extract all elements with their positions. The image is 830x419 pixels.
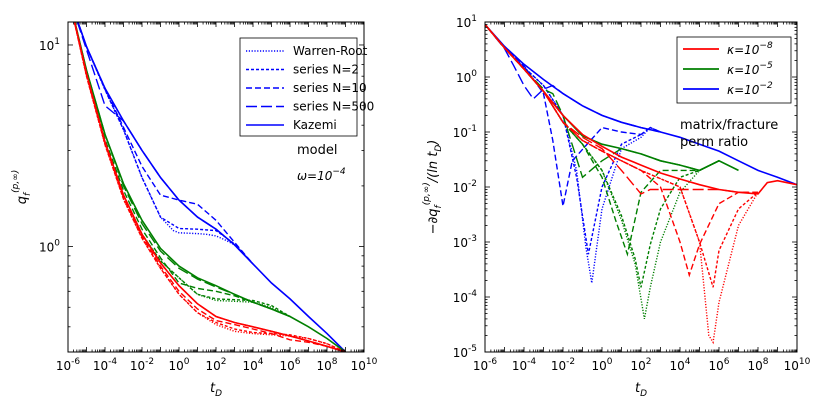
series-line-blue-series-n10 [485,24,661,207]
series-line-red-series-n2 [485,24,759,288]
legend-label: Kazemi [293,118,337,132]
legend-box [239,37,358,137]
y-tick-label: 10-5 [453,344,477,360]
annotation-model: model [297,143,337,158]
annotation-perm-ratio: perm ratio [680,135,748,150]
x-tick-label: 104 [242,357,263,373]
series-line-green-series-n500 [74,22,291,318]
series-group [73,22,347,352]
x-tick-label: 10-4 [512,357,537,373]
x-tick-label: 10-6 [473,357,498,373]
legend-right: κ=10−8 κ=10−5 κ=10−2 [676,36,792,104]
series-group [485,23,797,345]
x-tick-label: 106 [708,357,729,373]
series-line-blue-series-n2 [77,22,254,265]
x-tick-label: 10-6 [56,357,81,373]
series-line-blue-series-n2 [485,24,661,255]
x-tick-label: 100 [591,357,612,373]
y-axis-label-right: −∂qf(p,∞)/(ln tD) [422,140,444,235]
series-line-green-series-n2 [485,24,720,288]
legend-label: Warren-Root [293,44,368,58]
series-line-blue-warren-root [77,22,254,265]
x-tick-label: 10-4 [93,357,118,373]
legend-label: κ=10−5 [727,61,773,77]
y-tick-label: 10-1 [453,124,477,140]
annotation-omega: ω=10−4 [297,167,346,183]
series-line-blue-warren-root [485,24,661,284]
legend-label: κ=10−8 [727,41,773,57]
legend-box [676,36,792,104]
annotation-matrix-fracture: matrix/fracture [680,118,778,133]
y-tick-label: 10-4 [453,289,478,305]
x-tick-label: 10-2 [130,357,154,373]
legend-left: Warren-Root series N=2 series N=10 series N… [239,37,374,137]
x-tick-label: 1010 [351,357,378,373]
x-tick-label: 1010 [784,357,811,373]
y-tick-label: 101 [39,37,60,53]
series-line-red-series-n2 [73,22,346,352]
series-line-blue-series-n500 [485,24,661,133]
y-tick-label: 10-2 [453,179,477,195]
series-line-red-series-n500 [73,22,346,352]
x-tick-label: 102 [205,357,226,373]
y-axis-label-left: qf(p,∞) [11,170,33,205]
x-tick-label: 106 [279,357,300,373]
series-line-blue-series-n500 [76,22,254,265]
y-tick-label: 100 [456,69,477,85]
x-tick-label: 100 [168,357,189,373]
series-line-red-series-n500 [485,24,758,195]
legend-label: series N=2 [293,63,359,77]
x-tick-label: 10-2 [551,357,575,373]
legend-label: series N=10 [293,81,367,95]
series-line-blue-series-n10 [77,22,254,265]
panel-2: 10-6 10-4 10-2 100 102 104 106 108 1010 10-5 10-4 1… [453,14,811,399]
x-axis-label: tD [635,381,647,399]
y-tick-label: 10-3 [453,234,477,250]
x-tick-label: 104 [669,357,690,373]
panel-1: 10-6 10-4 10-2 100 102 104 106 108 1010 100 101 tD [39,21,378,399]
x-tick-label: 108 [316,357,337,373]
x-axis-label: tD [210,381,222,399]
series-line-green-warren-root [485,24,720,320]
y-tick-label: 101 [456,14,477,30]
x-tick-label: 108 [747,357,768,373]
legend-label: κ=10−2 [727,81,773,97]
series-line-green-series-n2 [73,22,291,318]
y-tick-label: 100 [39,239,60,255]
x-tick-label: 102 [630,357,651,373]
legend-label: series N=500 [293,100,374,114]
series-line-red-series-n10 [485,24,758,278]
